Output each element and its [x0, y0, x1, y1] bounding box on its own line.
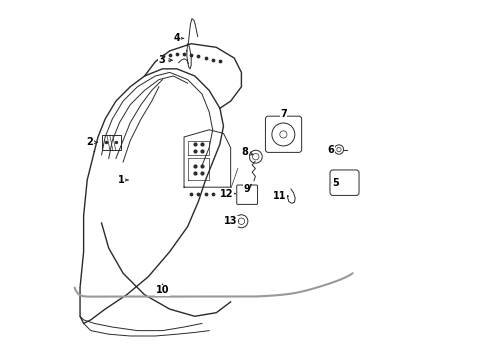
Point: [187, 52, 195, 58]
Point: [209, 57, 217, 62]
Point: [191, 148, 199, 154]
Text: 13: 13: [224, 216, 239, 226]
Text: 3: 3: [158, 55, 172, 65]
Point: [173, 51, 181, 57]
Point: [102, 139, 110, 145]
Text: 2: 2: [87, 138, 97, 147]
Text: 5: 5: [332, 178, 339, 188]
Point: [209, 192, 217, 197]
Point: [166, 52, 173, 58]
Text: 11: 11: [273, 191, 288, 201]
Point: [195, 192, 202, 197]
Point: [198, 163, 206, 168]
Point: [180, 51, 188, 57]
Point: [191, 163, 199, 168]
Point: [191, 141, 199, 147]
Point: [195, 53, 202, 59]
Point: [201, 55, 209, 60]
Text: 7: 7: [280, 109, 287, 119]
Text: 8: 8: [242, 147, 253, 157]
Point: [187, 192, 195, 197]
Text: 1: 1: [118, 175, 128, 185]
Bar: [101, 135, 122, 149]
Point: [216, 58, 224, 64]
Point: [191, 170, 199, 176]
Point: [198, 148, 206, 154]
Point: [112, 139, 120, 145]
Text: 10: 10: [156, 284, 169, 296]
Text: 9: 9: [243, 184, 251, 194]
Text: 6: 6: [328, 144, 335, 154]
Text: 12: 12: [220, 189, 235, 199]
Point: [159, 53, 167, 59]
Point: [198, 141, 206, 147]
Point: [198, 170, 206, 176]
Point: [201, 192, 209, 197]
Text: 4: 4: [173, 33, 184, 43]
